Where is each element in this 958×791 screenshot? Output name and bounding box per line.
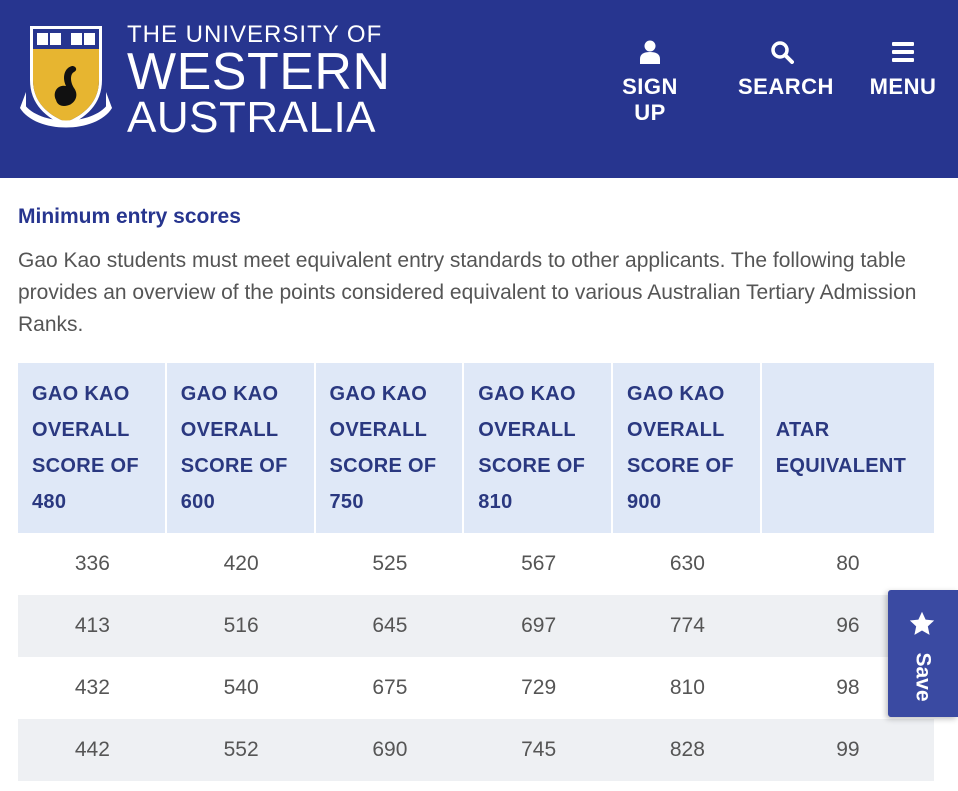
column-header-text: GAO KAO bbox=[329, 383, 428, 405]
table-cell: 525 bbox=[372, 552, 408, 575]
column-header-text: GAO KAO bbox=[32, 383, 130, 405]
column-header-text: SCORE OF bbox=[627, 455, 734, 477]
column-header-text: EQUIVALENT bbox=[775, 455, 907, 477]
table-row: 336 420 525 567 630 80 bbox=[18, 533, 934, 595]
site-header: THE UNIVERSITY OF WESTERN AUSTRALIA SIGN… bbox=[0, 0, 958, 178]
column-header: ATAR EQUIVALENT bbox=[761, 363, 934, 533]
table-cell: 567 bbox=[521, 552, 557, 575]
column-header-text: GAO KAO bbox=[627, 383, 725, 405]
column-header-text: OVERALL bbox=[180, 419, 279, 441]
table-cell: 98 bbox=[836, 676, 860, 699]
table-cell: 828 bbox=[613, 719, 762, 781]
column-header-text: 750 bbox=[329, 491, 364, 513]
column-header-text: SCORE OF bbox=[32, 455, 139, 477]
column-header-text: SCORE OF bbox=[329, 455, 437, 477]
table-cell: 516 bbox=[166, 595, 316, 657]
table-cell: 552 bbox=[166, 719, 316, 781]
table-row: 413 516 645 697 774 96 bbox=[18, 595, 934, 657]
table-cell: 630 bbox=[669, 552, 705, 575]
table-cell: 774 bbox=[613, 595, 762, 657]
table-cell: 336 bbox=[74, 552, 110, 575]
search-button[interactable]: SEARCH bbox=[738, 36, 834, 100]
sign-up-button[interactable]: SIGN UP bbox=[604, 36, 696, 126]
column-header: GAO KAO OVERALL SCORE OF 600 bbox=[166, 363, 316, 533]
column-header-text: SCORE OF bbox=[180, 455, 288, 477]
table-cell: 697 bbox=[464, 595, 613, 657]
intro-paragraph: Gao Kao students must meet equivalent en… bbox=[18, 249, 917, 336]
table-cell: 645 bbox=[315, 595, 465, 657]
logo-line-3: AUSTRALIA bbox=[127, 93, 377, 142]
table-cell: 810 bbox=[669, 676, 705, 699]
table-cell: 675 bbox=[372, 676, 408, 699]
logo-line-2: WESTERN bbox=[127, 43, 391, 101]
table-cell: 432 bbox=[74, 676, 110, 699]
table-cell: 540 bbox=[223, 676, 259, 699]
menu-button[interactable]: MENU bbox=[868, 36, 938, 100]
hamburger-menu-icon bbox=[892, 42, 914, 62]
table-cell: 413 bbox=[18, 595, 167, 657]
column-header-text: GAO KAO bbox=[180, 383, 279, 405]
star-icon bbox=[909, 611, 935, 635]
column-header-text: ATAR bbox=[775, 419, 830, 441]
sign-up-label: SIGN UP bbox=[622, 74, 678, 125]
column-header-text: 900 bbox=[627, 491, 662, 513]
table-cell: 99 bbox=[761, 719, 934, 781]
column-header-text: 600 bbox=[180, 491, 216, 513]
user-icon bbox=[640, 40, 660, 64]
column-header-text: GAO KAO bbox=[478, 383, 576, 405]
column-header-text: OVERALL bbox=[478, 419, 576, 441]
table-cell: 442 bbox=[18, 719, 167, 781]
search-icon bbox=[771, 41, 794, 64]
table-cell: 80 bbox=[836, 552, 860, 575]
column-header-text: 480 bbox=[32, 491, 67, 513]
search-label: SEARCH bbox=[738, 74, 834, 99]
column-header: GAO KAO OVERALL SCORE OF 900 bbox=[613, 363, 762, 533]
table-cell: 690 bbox=[315, 719, 465, 781]
column-header-text: OVERALL bbox=[329, 419, 428, 441]
column-header-text: OVERALL bbox=[627, 419, 725, 441]
entry-scores-table: GAO KAO OVERALL SCORE OF 480 GAO KAO OVERALL S… bbox=[18, 363, 934, 781]
logo-line-1: THE UNIVERSITY OF bbox=[127, 21, 383, 48]
column-header-text: SCORE OF bbox=[478, 455, 586, 477]
column-header-text: OVERALL bbox=[32, 419, 130, 441]
column-header: GAO KAO OVERALL SCORE OF 750 bbox=[315, 363, 465, 533]
table-body: 336 420 525 567 630 80 413 516 645 697 774 96 432 540… bbox=[18, 533, 934, 781]
university-crest-logo[interactable] bbox=[16, 22, 116, 140]
table-cell: 729 bbox=[521, 676, 557, 699]
section-heading: Minimum entry scores bbox=[18, 205, 241, 228]
column-header-text: 810 bbox=[478, 491, 513, 513]
save-label: Save bbox=[911, 652, 935, 702]
column-header: GAO KAO OVERALL SCORE OF 480 bbox=[18, 363, 167, 533]
column-header: GAO KAO OVERALL SCORE OF 810 bbox=[464, 363, 613, 533]
table-header-row: GAO KAO OVERALL SCORE OF 480 GAO KAO OVERALL S… bbox=[18, 363, 934, 533]
table-cell: 420 bbox=[223, 552, 259, 575]
logo-wordmark[interactable]: THE UNIVERSITY OF WESTERN AUSTRALIA bbox=[127, 22, 391, 140]
save-button[interactable]: Save bbox=[888, 590, 958, 717]
menu-label: MENU bbox=[869, 74, 937, 99]
table-row: 442 552 690 745 828 99 bbox=[18, 719, 934, 781]
table-cell: 745 bbox=[464, 719, 613, 781]
table-row: 432 540 675 729 810 98 bbox=[18, 657, 934, 719]
